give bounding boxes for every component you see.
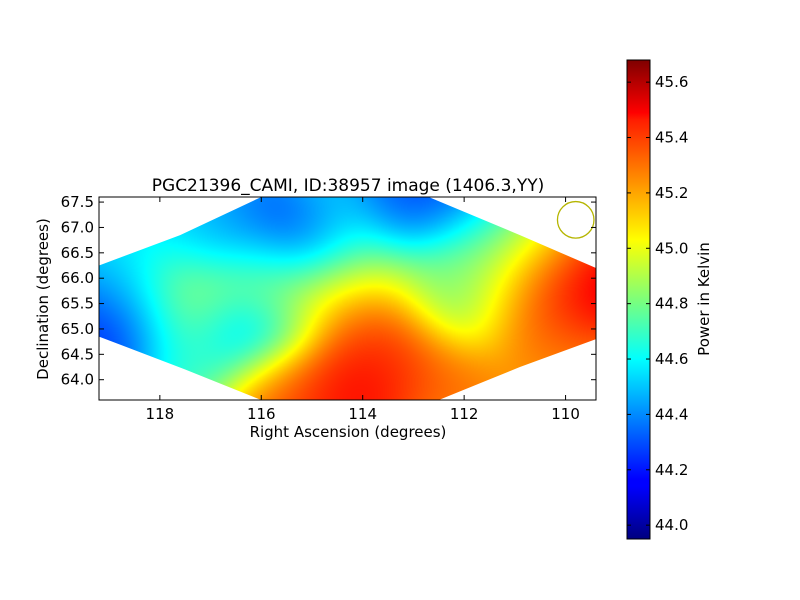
x-tick-label: 110 [551,405,580,423]
y-tick-label: 64.0 [61,371,94,389]
y-tick-label: 66.5 [61,244,94,262]
x-tick-label: 118 [146,405,175,423]
y-axis: 64.0 64.5 65.0 65.5 66.0 66.5 67.0 67.5 [61,193,596,389]
y-tick-label: 67.5 [61,193,94,211]
beam-marker [556,200,595,239]
y-tick-label: 65.0 [61,320,94,338]
x-axis-label: Right Ascension (degrees) [250,423,447,441]
heatmap-image [99,197,596,400]
y-tick-label: 65.5 [61,295,94,313]
x-tick-label: 114 [348,405,377,423]
colorbar-tick-label: 44.6 [655,350,688,368]
colorbar-tick-label: 44.4 [655,405,688,423]
colorbar-tick-label: 44.0 [655,516,688,534]
x-tick-label: 116 [247,405,276,423]
chart-title: PGC21396_CAMI, ID:38957 image (1406.3,YY… [152,176,544,196]
colorbar-ticks: 44.0 44.2 44.4 44.6 44.8 45.0 45.2 45.4 45.6 [627,73,688,534]
colorbar [626,59,651,540]
y-axis-label: Declination (degrees) [34,218,52,380]
x-tick-label: 112 [450,405,479,423]
colorbar-tick-label: 45.2 [655,184,688,202]
colorbar-tick-label: 45.4 [655,129,688,147]
y-tick-label: 67.0 [61,218,94,236]
colorbar-label: Power in Kelvin [695,242,713,356]
beam-circle [556,200,595,239]
y-tick-label: 64.5 [61,345,94,363]
colorbar-tick-label: 44.8 [655,295,688,313]
colorbar-tick-label: 45.0 [655,239,688,257]
y-tick-label: 66.0 [61,269,94,287]
colorbar-tick-label: 44.2 [655,461,688,479]
colorbar-tick-label: 45.6 [655,73,688,91]
plot-frame [98,196,597,401]
x-axis: 118 116 114 112 110 [146,197,580,423]
